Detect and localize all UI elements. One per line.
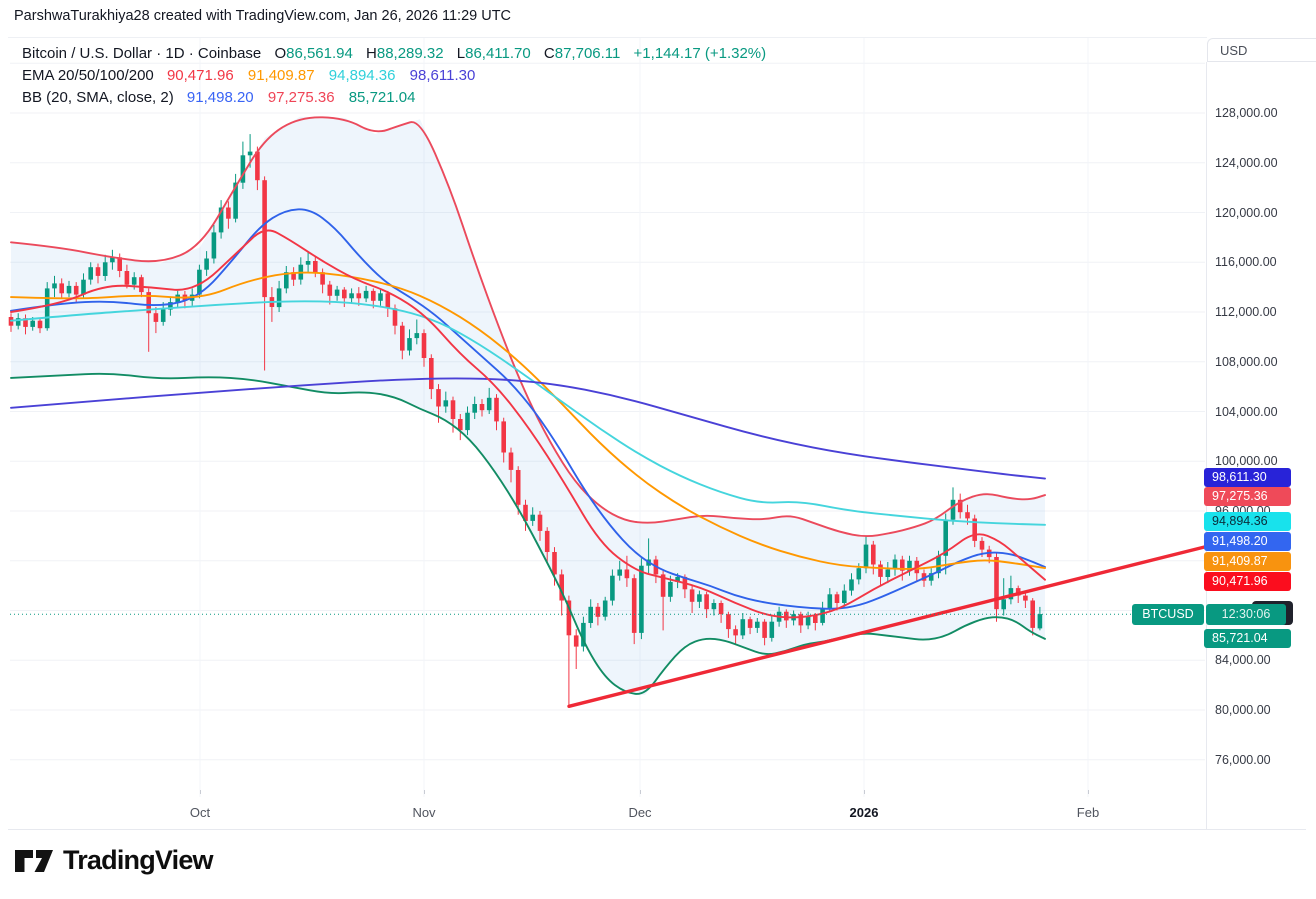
bb-legend-row[interactable]: BB (20, SMA, close, 2) 91,498.20 97,275.… [22,87,766,108]
time-axis-tick[interactable]: 2026 [849,805,879,820]
ema200-price-label: 98,611.30 [1204,468,1291,487]
time-axis-tickmark [424,790,425,794]
price-axis-tick[interactable]: 76,000.00 [1215,752,1271,767]
high-value: 88,289.32 [376,45,444,62]
ema200-value: 98,611.30 [409,67,476,84]
close-letter: C [543,45,555,62]
price-axis-tick[interactable]: 128,000.00 [1215,106,1278,120]
ema100-value: 94,894.36 [328,67,396,84]
bb-basis-value: 91,498.20 [186,89,254,106]
tradingview-logo[interactable]: TradingView [14,845,214,876]
price-axis-tick[interactable]: 84,000.00 [1215,653,1271,668]
symbol-title[interactable]: Bitcoin / U.S. Dollar · 1D · Coinbase [22,45,262,62]
open-value: 86,561.94 [286,45,353,62]
time-axis-tickmark [1088,790,1089,794]
time-axis-tick[interactable]: Feb [1076,805,1100,820]
change-value: +1,144.17 (+1.32%) [633,45,767,62]
attribution-text: ParshwaTurakhiya28 created with TradingV… [14,8,512,24]
currency-selector[interactable]: USD [1207,38,1316,62]
price-axis-tick[interactable]: 100,000.00 [1215,454,1278,469]
price-axis-tick[interactable]: 124,000.00 [1215,155,1278,170]
ema100-price-label: 94,894.36 [1204,511,1291,531]
price-axis-tick[interactable]: 116,000.00 [1215,255,1277,270]
ema50-price-label: 91,409.87 [1204,551,1291,571]
bb-lower-value: 85,721.04 [348,89,416,106]
time-axis-tickmark [640,790,641,794]
ema20-value: 90,471.96 [166,67,234,84]
pane-top-border [8,37,1207,38]
bb-lower-price-label: 85,721.04 [1204,629,1291,649]
price-axis-tick[interactable]: 120,000.00 [1215,205,1278,220]
bb-title[interactable]: BB (20, SMA, close, 2) [22,89,174,106]
price-axis-tick[interactable]: 112,000.00 [1215,305,1277,319]
price-axis-tick[interactable]: 104,000.00 [1215,404,1278,419]
bar-countdown-label: 12:30:06 [1206,603,1286,625]
time-axis-tickmark [864,790,865,794]
close-value: 87,706.11 [554,45,621,62]
bb-upper-value: 97,275.36 [267,89,335,106]
bb-basis-price-label: 91,498.20 [1204,531,1291,551]
chart-legend: Bitcoin / U.S. Dollar · 1D · Coinbase O8… [22,43,766,109]
pane-bottom-border [8,829,1306,830]
symbol-price-label: BTCUSD [1132,603,1204,625]
ema-legend-row[interactable]: EMA 20/50/100/200 90,471.96 91,409.87 94… [22,65,766,86]
time-axis-tickmark [200,790,201,794]
currency-label: USD [1220,43,1248,58]
time-axis-tick[interactable]: Nov [412,805,436,820]
price-axis-separator[interactable] [1206,62,1207,829]
ema20-price-label: 90,471.96 [1204,571,1291,591]
bb-upper-price-label: 97,275.36 [1204,487,1291,506]
ema50-value: 91,409.87 [247,67,315,84]
ema-title[interactable]: EMA 20/50/100/200 [22,67,154,84]
tradingview-logo-icon [15,850,53,872]
tradingview-logo-text: TradingView [63,845,214,875]
time-axis-tick[interactable]: Oct [189,805,211,820]
time-axis-tick[interactable]: Dec [628,805,652,820]
high-letter: H [366,45,377,62]
low-letter: L [456,45,466,62]
open-letter: O [274,45,287,62]
symbol-legend-row[interactable]: Bitcoin / U.S. Dollar · 1D · Coinbase O8… [22,43,766,64]
price-axis-tick[interactable]: 108,000.00 [1215,354,1278,369]
price-axis-tick[interactable]: 80,000.00 [1215,703,1271,717]
low-value: 86,411.70 [465,45,531,62]
